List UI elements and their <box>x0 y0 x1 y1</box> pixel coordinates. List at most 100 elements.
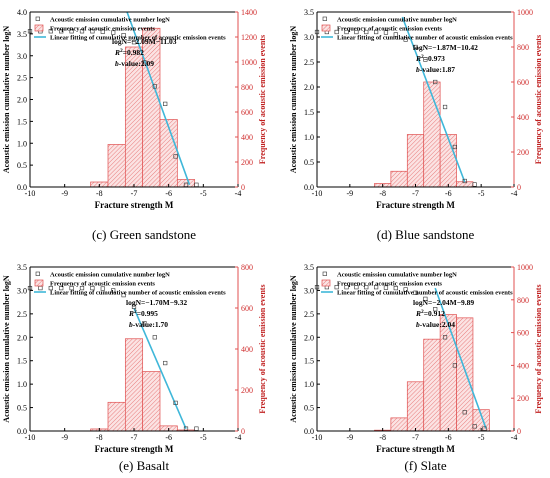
legend-label-points: Acoustic emission cumulative number logN <box>50 17 170 24</box>
left-y-axis-title: Acoustic emission cumulative number logN <box>2 275 11 423</box>
histogram-bar <box>423 338 441 432</box>
data-point <box>163 101 168 106</box>
chart-panel-4: -10 -9 -8 -7 -6 -5 -4 0.0 0.5 1.0 1.5 2.0 2.5 3.0 3.5 0… <box>289 263 543 473</box>
r-squared-text: R2=0.995 <box>128 309 158 318</box>
histogram-bar <box>439 134 457 188</box>
x-tick-label: -10 <box>312 433 323 442</box>
data-point <box>393 285 398 291</box>
left-y-tick-label: 3.5 <box>17 263 27 272</box>
histogram-bar <box>124 46 144 188</box>
r-squared-symbol: R <box>415 54 421 63</box>
x-tick-label: -10 <box>312 189 323 198</box>
x-tick-label: -5 <box>200 433 207 442</box>
x-tick-label: -7 <box>412 433 419 442</box>
b-value-text: b-value:1.70 <box>129 320 168 329</box>
data-point <box>48 285 53 291</box>
x-tick-label: -8 <box>379 189 386 198</box>
r-squared-exponent: 2 <box>421 54 424 60</box>
fit-equation: logN=−2.09M−11.03 <box>112 37 177 46</box>
left-y-tick-label: 3.0 <box>304 33 314 42</box>
b-value-text: b-value:2.04 <box>416 320 455 329</box>
x-tick-label: -10 <box>25 433 36 442</box>
histogram-bar <box>142 371 161 432</box>
right-y-tick-label: 0 <box>517 427 521 436</box>
right-y-tick-label: 800 <box>241 263 253 272</box>
data-point <box>452 144 458 150</box>
right-y-tick-label: 0 <box>241 427 245 436</box>
r-squared-text: R2=0.973 <box>415 54 445 63</box>
data-point <box>373 285 379 290</box>
histogram-bar <box>406 134 425 188</box>
linear-fit-line <box>133 307 187 429</box>
left-y-tick-label: 3.5 <box>17 30 27 39</box>
r-squared-value: =0.982 <box>123 48 144 57</box>
data-point <box>90 285 95 291</box>
data-point <box>79 285 85 291</box>
r-squared-exponent: 2 <box>120 48 123 54</box>
data-point <box>111 288 116 293</box>
right-y-tick-label: 800 <box>517 296 529 305</box>
legend-label-bars: Frequency of acoustic emission events <box>337 26 442 33</box>
legend-label-fit: Linear fitting of cumulative number of a… <box>50 290 226 297</box>
left-y-tick-label: 3.0 <box>17 52 27 61</box>
data-point <box>413 44 418 50</box>
x-axis-title: Fracture strength M <box>95 444 174 454</box>
r-squared-value: =0.995 <box>137 309 158 318</box>
left-y-tick-label: 3.0 <box>17 286 27 295</box>
legend-label-bars: Frequency of acoustic emission events <box>337 281 442 288</box>
left-y-axis-title: Acoustic emission cumulative number logN <box>2 26 11 174</box>
data-point <box>403 287 408 292</box>
left-y-tick-label: 0.0 <box>17 427 27 436</box>
data-point <box>69 285 74 291</box>
r-squared-exponent: 2 <box>421 309 424 315</box>
left-y-tick-label: 1.5 <box>304 357 314 366</box>
data-point <box>163 360 168 366</box>
legend-label-bars: Frequency of acoustic emission events <box>50 26 155 33</box>
x-tick-label: -4 <box>235 433 242 442</box>
legend-label-points: Acoustic emission cumulative number logN <box>50 272 170 279</box>
data-point <box>142 60 147 65</box>
data-point <box>373 29 379 35</box>
legend-bar-swatch <box>34 24 44 32</box>
data-point <box>79 29 85 34</box>
left-y-tick-label: 1.0 <box>304 133 314 142</box>
legend-square-marker <box>322 16 327 21</box>
r-squared-text: R2=0.912 <box>415 309 445 318</box>
data-point <box>38 285 43 291</box>
left-y-tick-label: 2.0 <box>17 333 27 342</box>
data-point <box>344 29 349 35</box>
r-squared-value: =0.973 <box>424 54 445 63</box>
data-point <box>383 285 389 290</box>
data-point <box>334 29 339 35</box>
data-point <box>354 29 359 35</box>
linear-fit-line <box>126 11 191 186</box>
x-tick-label: -6 <box>165 433 172 442</box>
chart-panel-1: -10 -9 -8 -7 -6 -5 -4 0.0 0.5 1.0 1.5 2.0 2.5 3.0 3.5 4… <box>2 8 267 242</box>
right-y-tick-label: 400 <box>241 133 253 142</box>
x-tick-label: -4 <box>235 189 242 198</box>
left-y-tick-label: 2.0 <box>304 83 314 92</box>
data-point <box>142 321 147 326</box>
left-y-tick-label: 0.0 <box>304 427 314 436</box>
left-y-tick-label: 0.5 <box>304 404 314 413</box>
x-tick-label: -8 <box>379 433 386 442</box>
data-point <box>121 33 126 38</box>
legend-bar-swatch <box>34 279 44 287</box>
data-point <box>69 29 74 34</box>
data-point <box>194 182 199 187</box>
data-point <box>413 290 418 295</box>
right-y-axis-title: Frequency of acoustic emission events <box>258 284 267 413</box>
right-y-tick-label: 200 <box>241 386 253 395</box>
left-y-tick-label: 2.5 <box>304 58 314 67</box>
right-y-tick-label: 200 <box>517 394 529 403</box>
data-point <box>433 79 438 85</box>
data-point <box>131 304 137 309</box>
data-point <box>472 182 477 187</box>
legend-label-bars: Frequency of acoustic emission events <box>50 281 155 288</box>
histogram-bar <box>107 144 126 188</box>
x-tick-label: -5 <box>478 189 485 198</box>
x-tick-label: -7 <box>412 189 419 198</box>
data-point <box>59 285 64 291</box>
right-y-tick-label: 1000 <box>517 263 533 272</box>
data-point <box>452 363 458 368</box>
